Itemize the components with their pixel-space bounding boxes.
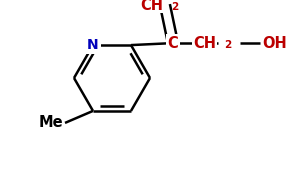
Text: Me: Me <box>39 115 63 130</box>
Text: OH: OH <box>262 36 287 51</box>
Text: CH: CH <box>193 36 216 51</box>
Text: CH: CH <box>140 0 163 13</box>
Text: 2: 2 <box>171 2 178 12</box>
Text: C: C <box>168 36 178 51</box>
Text: N: N <box>87 38 99 52</box>
Text: 2: 2 <box>224 40 232 50</box>
